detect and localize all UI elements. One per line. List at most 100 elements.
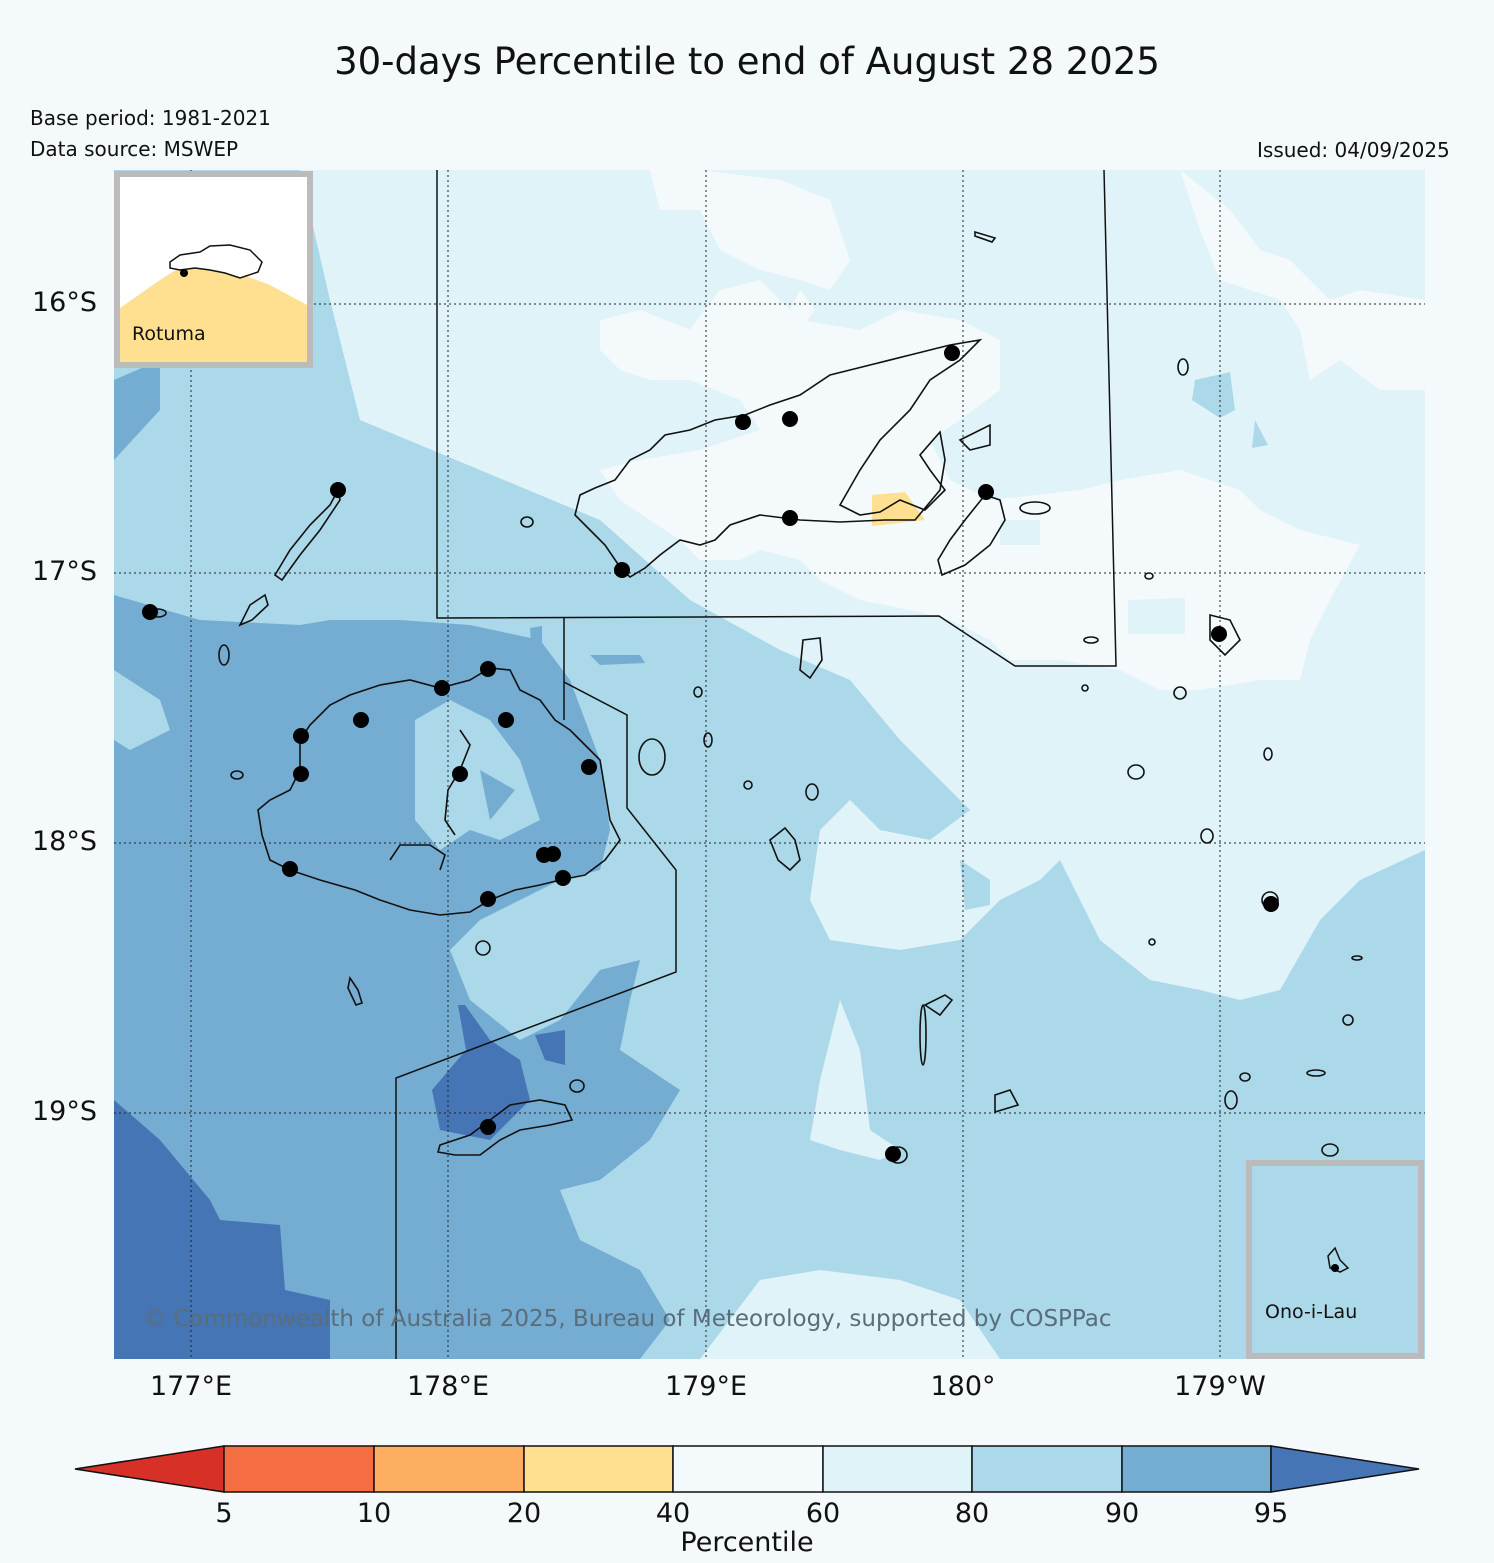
colorbar-60-80: [822, 1445, 973, 1493]
gau-coast: [769, 826, 801, 872]
copyright-notice: © Commonwealth of Australia 2025, Bureau…: [143, 1306, 1112, 1332]
taveuni-coast: [937, 494, 1006, 577]
base-period-text: Base period: 1981-2021: [30, 106, 271, 130]
colorbar-tick-90: 90: [1104, 1498, 1140, 1529]
data-source-text: Data source: MSWEP: [30, 137, 239, 161]
island-s2: [994, 1089, 1020, 1114]
zone-90-95-vitilevu: [480, 770, 515, 820]
viti-levu-coast: [257, 667, 621, 916]
yasawa-coast: [273, 487, 341, 582]
zone-95-plus-small: [535, 1030, 565, 1065]
ono-i-lau-label: Ono-i-Lau: [1265, 1301, 1358, 1323]
rotuma-label: Rotuma: [132, 323, 206, 345]
coastlines: [149, 230, 1363, 1164]
lat-label-17s: 17°S: [32, 556, 97, 587]
lon-label-178e: 178°E: [406, 1371, 490, 1402]
island-ngau-n: [693, 686, 703, 698]
island-e2: [1127, 764, 1145, 780]
lon-label-179w: 179°W: [1174, 1371, 1266, 1402]
island-makogai: [703, 732, 713, 748]
colorbar-arrow-low: [74, 1445, 225, 1493]
island-s5: [919, 1004, 927, 1066]
colorbar-tick-80: 80: [954, 1498, 990, 1529]
island-beqa: [475, 940, 491, 956]
lau-north-coast: [1209, 613, 1241, 657]
island-vatulele: [347, 975, 363, 1006]
island-e4: [1144, 572, 1154, 580]
rotuma-inset: [114, 171, 313, 368]
zone-95-plus-kadavu: [432, 1005, 530, 1140]
colorbar-tick-60: 60: [805, 1498, 841, 1529]
colorbar: [74, 1445, 1420, 1493]
lon-label-177e: 177°E: [149, 1371, 233, 1402]
island-wakaya: [743, 780, 753, 790]
island-e12: [1177, 358, 1189, 376]
lon-label-179e: 179°E: [664, 1371, 748, 1402]
colorbar-10-20: [373, 1445, 525, 1493]
zone-90-95-strip: [590, 655, 645, 665]
island-e8: [1342, 1014, 1354, 1026]
viti-levu-inner: [444, 729, 471, 836]
division-boundaries: [395, 169, 1117, 1359]
vanua-levu-coast: [574, 338, 983, 578]
ono-i-lau-inset: [1246, 1160, 1424, 1359]
colorbar-40-60: [672, 1445, 824, 1493]
zone-80-90-east-small: [1252, 420, 1268, 448]
island-nairai: [805, 783, 819, 801]
island-e5: [1083, 636, 1099, 644]
colorbar-tick-10: 10: [356, 1498, 392, 1529]
island-e6: [1263, 747, 1273, 761]
zone-95-plus-sw: [114, 1100, 330, 1359]
zone-90-95-nw: [114, 360, 160, 460]
qamea-coast: [958, 423, 991, 451]
zone-40-60-vanualevu: [600, 280, 1360, 690]
island-e13: [1148, 938, 1156, 946]
island-e11: [1321, 1143, 1339, 1157]
zone-90-95-strip2: [530, 626, 542, 660]
colorbar-arrow-high: [1270, 1445, 1420, 1493]
zone-90-95: [114, 595, 680, 1359]
colorbar-label: Percentile: [680, 1527, 814, 1558]
island-e14: [1081, 684, 1089, 692]
island-e3: [1200, 828, 1214, 844]
koro-coast: [799, 637, 823, 680]
zone-60-80-patch: [1000, 520, 1040, 545]
island-e15: [1019, 501, 1051, 515]
kadavu-coast: [436, 1099, 574, 1156]
island-e7: [1351, 955, 1363, 961]
zone-80-90-west-lobe: [114, 670, 170, 750]
island-w1: [520, 516, 534, 528]
lat-label-16s: 16°S: [32, 287, 97, 318]
zone-40-60-north: [650, 170, 850, 290]
island-w3: [230, 770, 244, 780]
colorbar-20-40: [523, 1445, 674, 1493]
colorbar-tick-5: 5: [215, 1498, 233, 1529]
lat-label-18s: 18°S: [32, 826, 97, 857]
map-title: 30-days Percentile to end of August 28 2…: [334, 40, 1160, 83]
island-e1: [1173, 686, 1187, 700]
graticule: [114, 170, 1425, 1359]
yasawa-south-coast: [238, 593, 269, 627]
station-markers: [142, 345, 1279, 1162]
lon-label-180: 180°: [930, 1371, 996, 1402]
island-s1: [923, 994, 954, 1017]
zone-80-90-mid: [960, 860, 990, 910]
island-s3: [1224, 1090, 1238, 1110]
colorbar-tick-40: 40: [655, 1498, 691, 1529]
issued-date-text: Issued: 04/09/2025: [1257, 138, 1450, 162]
zone-80-90-east: [1192, 372, 1235, 418]
island-e10: [1239, 1072, 1251, 1082]
colorbar-80-90: [971, 1445, 1123, 1493]
percentile-field: [114, 170, 1425, 1359]
island-w2: [218, 644, 230, 666]
zone-40-60-spot: [785, 290, 815, 330]
colorbar-tick-95: 95: [1253, 1498, 1289, 1529]
zone-60-80-east-box: [1128, 598, 1185, 634]
ovalau-coast: [638, 738, 666, 776]
zone-60-80-south-b: [700, 1270, 1000, 1359]
colorbar-90-95: [1121, 1445, 1272, 1493]
colorbar-5-10: [223, 1445, 375, 1493]
lat-label-19s: 19°S: [32, 1096, 97, 1127]
island-n1: [974, 230, 997, 243]
zone-60-80-south-a: [810, 1000, 900, 1160]
